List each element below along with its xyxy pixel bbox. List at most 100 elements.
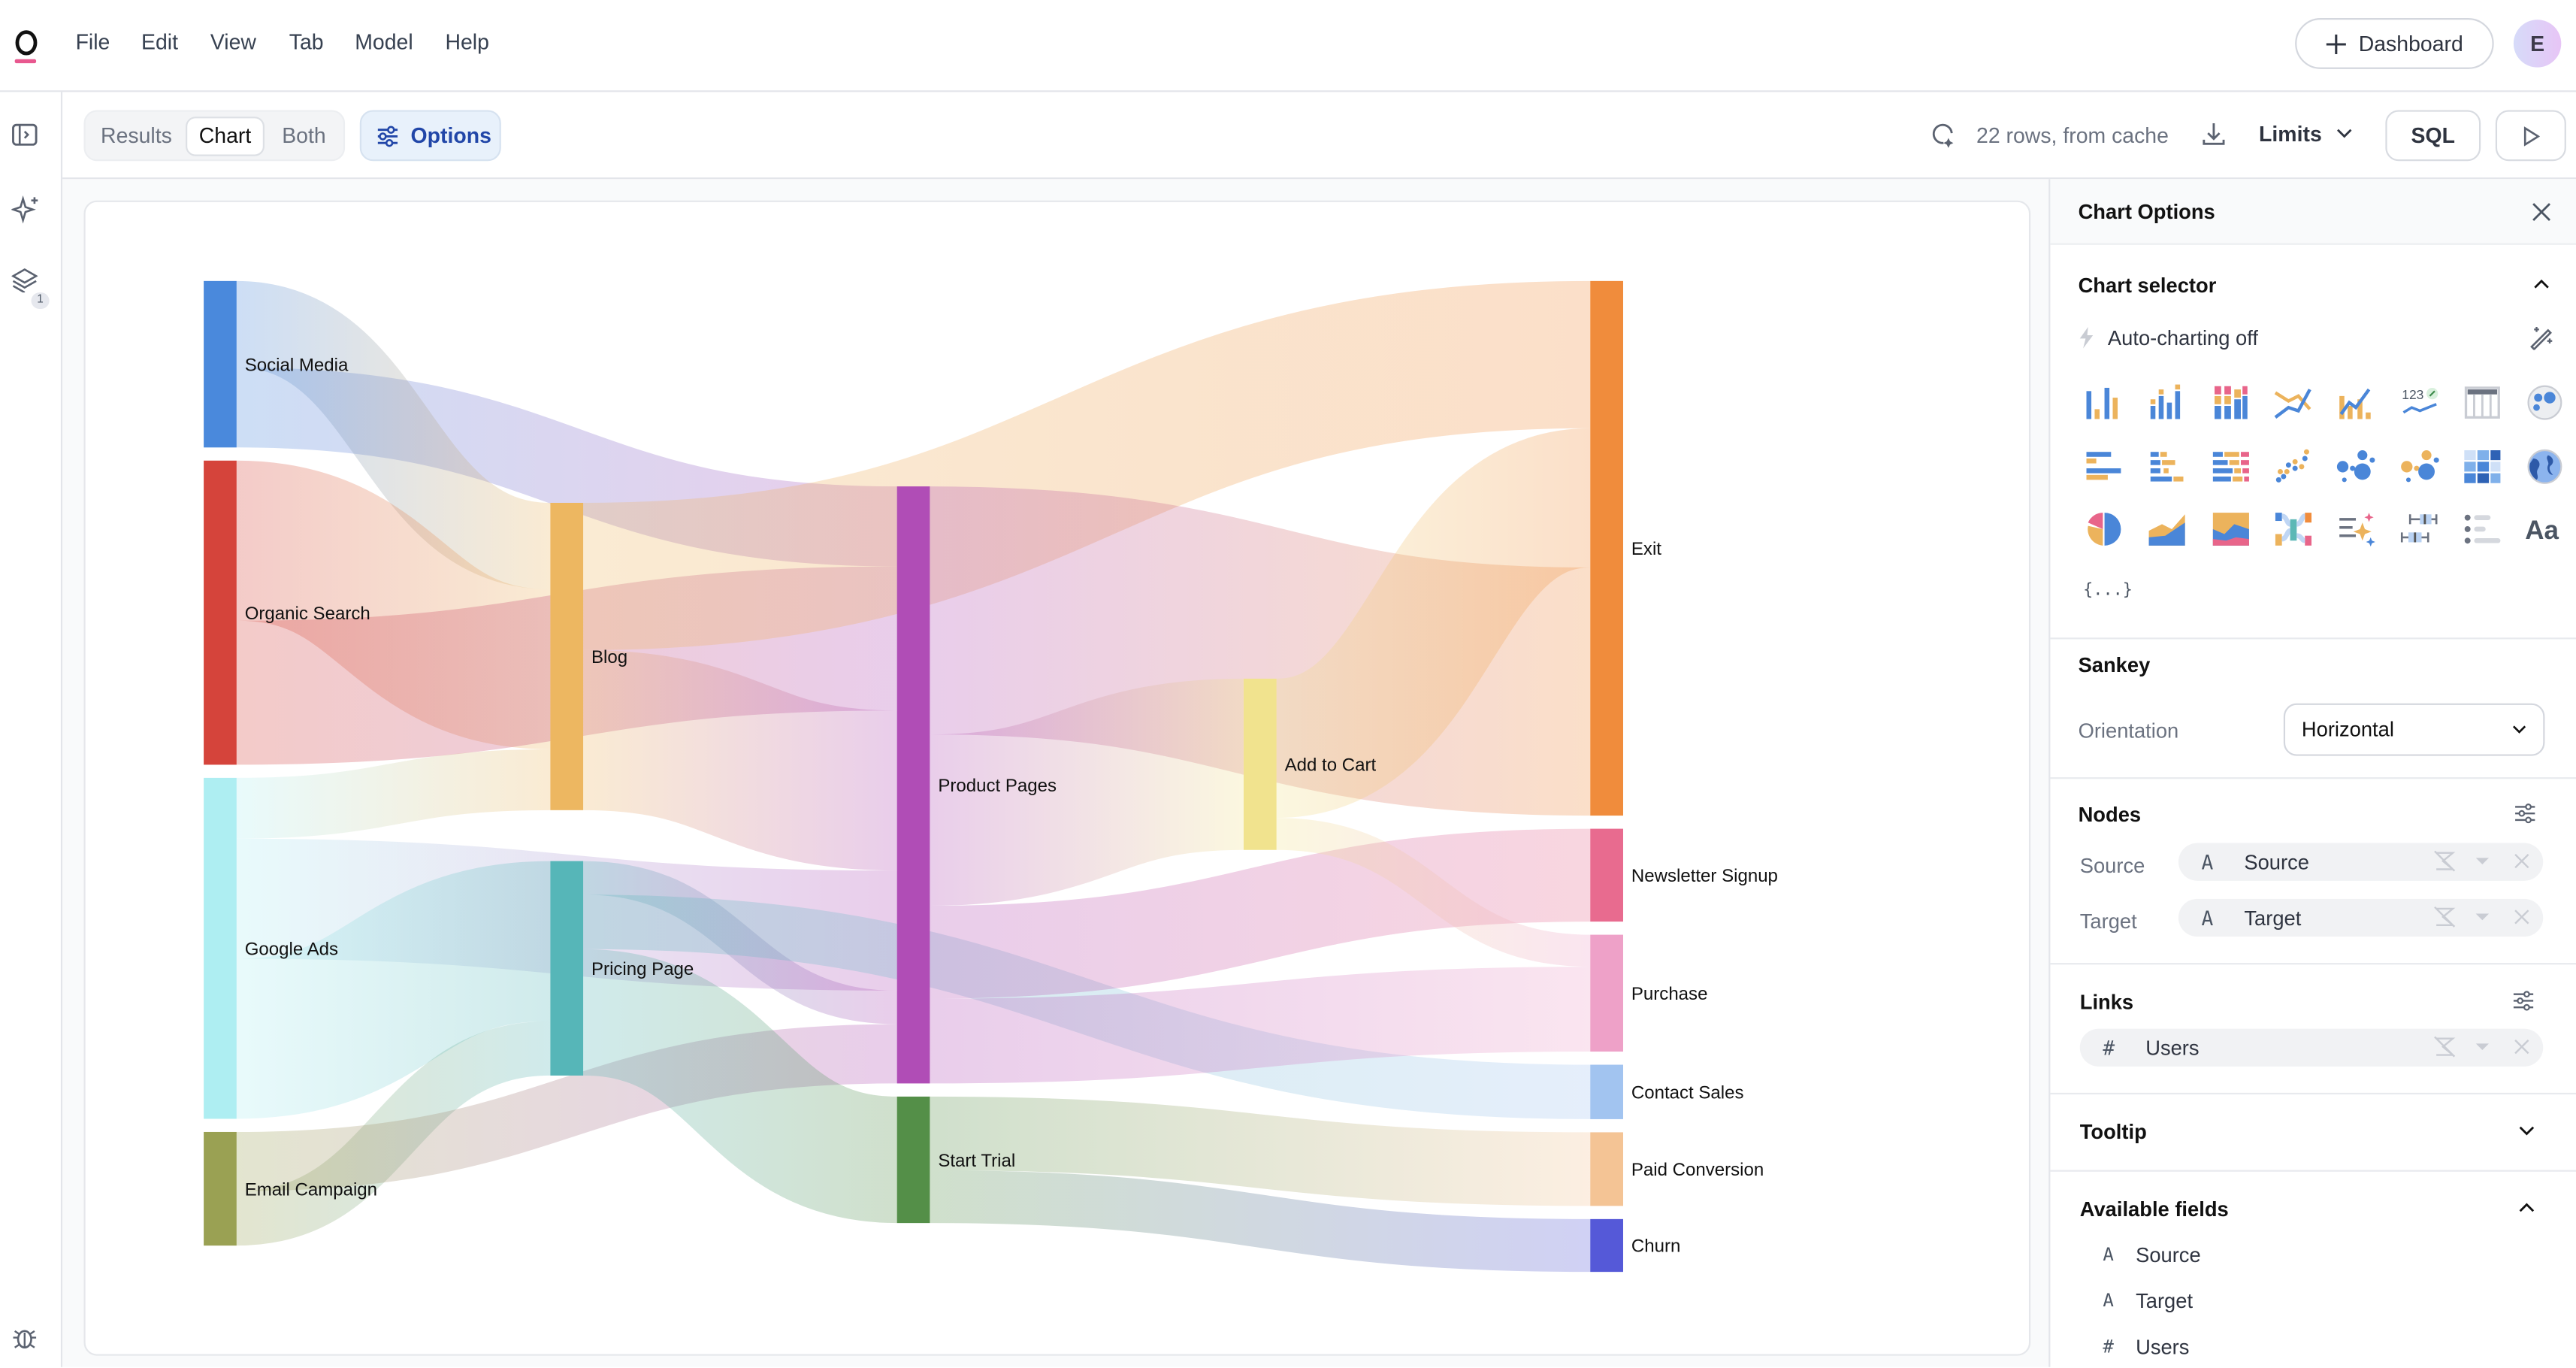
sankey-link-product-pages-to-purchase[interactable]	[930, 967, 1591, 1084]
sankey-link-start-trial-to-churn[interactable]	[930, 1170, 1591, 1273]
sankey-link-pricing-page-to-start-trial[interactable]	[581, 949, 899, 1224]
remove-icon[interactable]	[2514, 909, 2530, 925]
download-icon[interactable]	[2202, 122, 2227, 147]
sankey-link-blog-to-exit[interactable]	[583, 280, 1591, 650]
no-aggregate-icon[interactable]	[2433, 1035, 2457, 1058]
bubble-chart-icon[interactable]	[2336, 446, 2375, 486]
grouped-horizontal-bar-chart-icon[interactable]	[2148, 446, 2187, 486]
combo-chart-icon[interactable]	[2336, 383, 2375, 422]
tab-results[interactable]: Results	[101, 123, 172, 148]
horizontal-bar-chart-icon[interactable]	[2085, 446, 2124, 486]
menu-help[interactable]: Help	[445, 29, 489, 55]
sankey-link-add-to-cart-to-purchase[interactable]	[1276, 818, 1591, 967]
sankey-chart-icon[interactable]	[2273, 510, 2312, 549]
stacked-horizontal-bar-chart-icon[interactable]	[2211, 446, 2250, 486]
magic-wand-icon[interactable]	[2529, 324, 2555, 350]
sankey-node-paid-conversion[interactable]	[1590, 1132, 1623, 1206]
options-button[interactable]: Options	[359, 110, 501, 162]
caret-down-icon[interactable]	[2475, 858, 2490, 866]
no-aggregate-icon[interactable]	[2433, 849, 2457, 873]
target-field-pill[interactable]: A Target	[2178, 898, 2544, 937]
sankey-node-newsletter-signup[interactable]	[1590, 828, 1623, 922]
menu-edit[interactable]: Edit	[141, 29, 178, 55]
stacked-bar-chart-icon[interactable]	[2211, 383, 2250, 422]
custom-chart-option[interactable]: {...}	[2083, 581, 2133, 600]
grouped-bar-chart-icon[interactable]	[2148, 383, 2187, 422]
sankey-node-purchase[interactable]	[1590, 934, 1623, 1052]
heatmap-icon[interactable]	[2463, 446, 2502, 486]
sankey-node-email-campaign[interactable]	[204, 1131, 237, 1246]
sankey-link-add-to-cart-to-exit[interactable]	[1272, 428, 1595, 819]
close-icon[interactable]	[2532, 202, 2551, 222]
sankey-link-product-pages-to-newsletter-signup[interactable]	[930, 828, 1591, 999]
users-field-pill[interactable]: # Users	[2079, 1028, 2544, 1067]
sankey-link-social-media-to-blog[interactable]	[234, 280, 552, 589]
remove-icon[interactable]	[2514, 1039, 2530, 1055]
sankey-node-contact-sales[interactable]	[1590, 1064, 1623, 1119]
sankey-node-churn[interactable]	[1590, 1218, 1623, 1273]
sankey-link-google-ads-to-blog[interactable]	[236, 749, 551, 839]
remove-icon[interactable]	[2514, 853, 2530, 870]
sankey-node-blog[interactable]	[550, 502, 584, 810]
chevron-up-icon[interactable]	[2533, 277, 2550, 289]
bar-chart-icon[interactable]	[2085, 383, 2124, 422]
choropleth-map-icon[interactable]	[2525, 446, 2564, 486]
caret-down-icon[interactable]	[2475, 913, 2490, 922]
add-to-dashboard-button[interactable]: Dashboard	[2295, 18, 2494, 69]
sankey-link-start-trial-to-paid-conversion[interactable]	[930, 1096, 1591, 1206]
available-field-source[interactable]: A Source	[2103, 1244, 2200, 1267]
list-icon[interactable]	[2463, 510, 2502, 549]
refresh-cache-icon[interactable]	[1930, 122, 1957, 148]
menu-view[interactable]: View	[210, 29, 256, 55]
sankey-link-blog-to-product-pages[interactable]	[582, 649, 898, 871]
line-chart-icon[interactable]	[2273, 383, 2312, 422]
available-field-target[interactable]: A Target	[2103, 1290, 2193, 1313]
menu-file[interactable]: File	[75, 29, 110, 55]
toggle-sidebar-icon[interactable]	[11, 122, 41, 151]
orientation-select[interactable]: Horizontal	[2283, 703, 2545, 756]
tooltip-section-title[interactable]: Tooltip	[2079, 1121, 2147, 1144]
tab-both[interactable]: Both	[282, 123, 326, 148]
app-logo[interactable]	[13, 28, 39, 64]
limits-dropdown[interactable]: Limits	[2259, 122, 2353, 147]
scatter-chart-icon[interactable]	[2273, 446, 2312, 486]
tab-chart[interactable]: Chart	[186, 117, 265, 156]
caret-down-icon[interactable]	[2475, 1043, 2490, 1052]
nodes-settings-icon[interactable]	[2514, 804, 2537, 824]
sankey-link-google-ads-to-pricing-page[interactable]	[234, 861, 552, 1119]
no-aggregate-icon[interactable]	[2433, 906, 2457, 929]
chevron-up-icon[interactable]	[2518, 1201, 2535, 1212]
user-avatar[interactable]: E	[2513, 20, 2562, 68]
source-field-pill[interactable]: A Source	[2178, 843, 2544, 881]
available-field-users[interactable]: # Users	[2103, 1336, 2189, 1359]
bug-report-icon[interactable]	[11, 1324, 41, 1354]
bubble-map-icon[interactable]	[2525, 383, 2564, 422]
sankey-node-pricing-page[interactable]	[550, 861, 584, 1076]
stacked-area-chart-icon[interactable]	[2211, 510, 2250, 549]
sankey-node-start-trial[interactable]	[896, 1096, 930, 1224]
sql-button[interactable]: SQL	[2385, 110, 2481, 162]
sankey-node-product-pages[interactable]	[896, 486, 930, 1084]
ai-sparkle-icon[interactable]	[11, 194, 41, 224]
kpi-chart-icon[interactable]: 123	[2399, 383, 2438, 422]
sankey-node-social-media[interactable]	[204, 280, 237, 448]
menu-tab[interactable]: Tab	[289, 29, 324, 55]
text-icon[interactable]: Aa	[2525, 510, 2564, 549]
table-icon[interactable]	[2463, 383, 2502, 422]
sankey-node-exit[interactable]	[1590, 280, 1623, 816]
area-chart-icon[interactable]	[2148, 510, 2187, 549]
sankey-node-google-ads[interactable]	[204, 777, 237, 1119]
box-plot-icon[interactable]	[2399, 510, 2438, 549]
ai-summary-icon[interactable]	[2336, 510, 2376, 549]
auto-charting-status[interactable]: Auto-charting off	[2107, 327, 2258, 350]
sankey-node-add-to-cart[interactable]	[1243, 678, 1277, 850]
sankey-link-product-pages-to-add-to-cart[interactable]	[929, 678, 1245, 906]
sankey-node-organic-search[interactable]	[204, 460, 237, 765]
run-query-button[interactable]	[2495, 110, 2566, 162]
pie-chart-icon[interactable]	[2085, 510, 2124, 549]
links-settings-icon[interactable]	[2512, 991, 2535, 1011]
multi-bubble-chart-icon[interactable]	[2399, 446, 2438, 486]
chevron-down-icon[interactable]	[2518, 1126, 2535, 1137]
layers-icon[interactable]	[11, 266, 41, 295]
menu-model[interactable]: Model	[355, 29, 413, 55]
